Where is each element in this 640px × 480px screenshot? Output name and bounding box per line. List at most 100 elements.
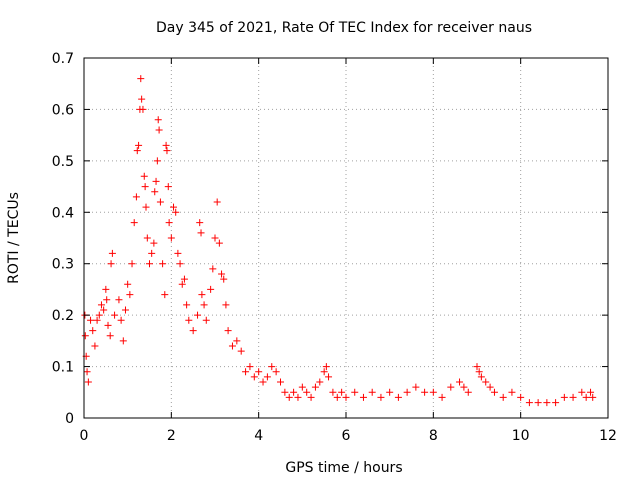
x-tick-label: 2 (167, 428, 176, 444)
data-point (154, 116, 162, 124)
data-point (83, 368, 91, 376)
data-point (132, 193, 140, 201)
data-point (155, 126, 163, 134)
data-point (163, 147, 171, 155)
data-point (560, 393, 568, 401)
data-point (200, 301, 208, 309)
data-point (141, 183, 149, 191)
data-point (194, 311, 202, 319)
data-point (263, 373, 271, 381)
data-point (569, 393, 577, 401)
x-tick-label: 10 (512, 428, 530, 444)
data-point (150, 239, 158, 247)
data-point (386, 388, 394, 396)
data-point (228, 342, 236, 350)
data-point (119, 337, 127, 345)
data-point (259, 378, 267, 386)
data-point (138, 95, 146, 103)
data-point (394, 393, 402, 401)
data-point (197, 229, 205, 237)
axis-ticks (83, 57, 609, 419)
data-point (222, 301, 230, 309)
data-point (578, 388, 586, 396)
data-point (250, 373, 258, 381)
data-point (508, 388, 516, 396)
data-point (170, 203, 178, 211)
data-point (285, 393, 293, 401)
data-point (164, 183, 172, 191)
data-point (215, 239, 223, 247)
data-point (165, 219, 173, 227)
data-point (460, 383, 468, 391)
data-point (482, 378, 490, 386)
y-tick-label: 0.5 (52, 154, 74, 170)
y-tick-labels: 0 0.1 0.2 0.3 0.4 0.5 0.6 0.7 (52, 51, 74, 427)
data-point (534, 399, 542, 407)
data-point (475, 368, 483, 376)
data-point (298, 383, 306, 391)
data-point (377, 393, 385, 401)
x-tick-label: 6 (342, 428, 351, 444)
data-point (290, 388, 298, 396)
y-tick-label: 0.1 (52, 360, 74, 376)
data-point (142, 203, 150, 211)
y-tick-label: 0.3 (52, 257, 74, 273)
data-point (490, 388, 498, 396)
y-axis-label: ROTI / TECUs (6, 192, 22, 284)
data-point (172, 208, 180, 216)
data-point (368, 388, 376, 396)
data-point (143, 234, 151, 242)
data-point (207, 285, 215, 293)
data-point (473, 363, 481, 371)
data-point (104, 321, 112, 329)
data-point (148, 249, 156, 257)
data-point (213, 198, 221, 206)
data-points (81, 75, 597, 407)
data-point (87, 316, 95, 324)
data-point (139, 105, 147, 113)
data-point (303, 388, 311, 396)
data-point (255, 368, 263, 376)
y-tick-label: 0.2 (52, 308, 74, 324)
data-point (525, 399, 533, 407)
data-point (233, 337, 241, 345)
data-point (211, 234, 219, 242)
data-point (97, 301, 105, 309)
y-tick-label: 0 (65, 411, 74, 427)
data-point (242, 368, 250, 376)
data-point (220, 275, 228, 283)
data-point (281, 388, 289, 396)
data-point (338, 388, 346, 396)
data-point (100, 306, 108, 314)
data-point (403, 388, 411, 396)
y-tick-label: 0.7 (52, 51, 74, 67)
data-point (351, 388, 359, 396)
data-point (89, 327, 97, 335)
data-point (84, 378, 92, 386)
data-point (272, 368, 280, 376)
data-point (180, 275, 188, 283)
data-point (196, 219, 204, 227)
data-point (421, 388, 429, 396)
y-tick-label: 0.6 (52, 102, 74, 118)
data-point (456, 378, 464, 386)
data-point (178, 280, 186, 288)
data-point (464, 388, 472, 396)
data-point (329, 388, 337, 396)
data-point (185, 316, 193, 324)
data-point (589, 393, 597, 401)
data-point (447, 383, 455, 391)
data-point (582, 393, 590, 401)
data-point (156, 198, 164, 206)
data-point (268, 363, 276, 371)
data-point (106, 332, 114, 340)
data-point (93, 316, 101, 324)
data-point (587, 388, 595, 396)
data-point (202, 316, 210, 324)
data-point (477, 373, 485, 381)
data-point (342, 393, 350, 401)
data-point (126, 291, 134, 299)
data-point (499, 393, 507, 401)
